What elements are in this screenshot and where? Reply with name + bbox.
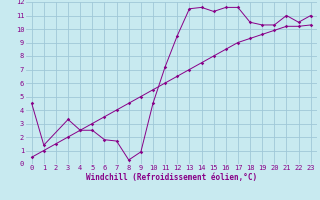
X-axis label: Windchill (Refroidissement éolien,°C): Windchill (Refroidissement éolien,°C)	[86, 173, 257, 182]
